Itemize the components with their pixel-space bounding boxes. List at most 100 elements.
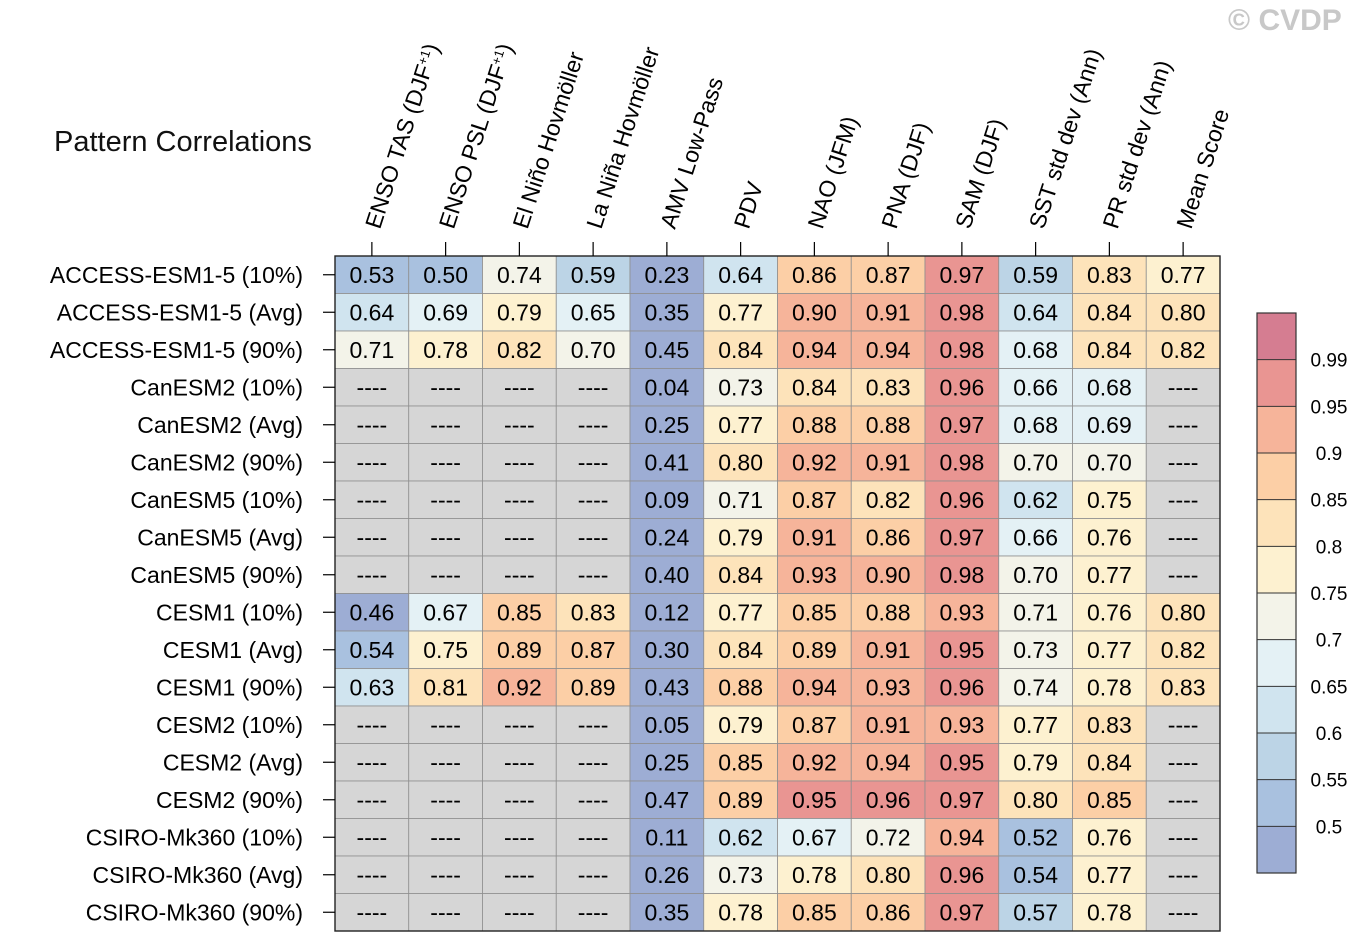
cell-value-label: ---- <box>504 712 535 738</box>
cell-value-label: 0.80 <box>1013 787 1058 813</box>
heatmap-cell <box>998 705 1073 744</box>
heatmap-cell <box>555 593 631 632</box>
cell-value-label: 0.59 <box>1013 262 1058 288</box>
heatmap-cell <box>1072 368 1147 407</box>
heatmap-cell <box>555 330 631 369</box>
cell-value-label: 0.62 <box>718 824 763 850</box>
heatmap-cell <box>998 780 1073 819</box>
cell-value-label: ---- <box>430 524 461 550</box>
cell-value-label: 0.92 <box>792 449 837 475</box>
cell-value-label: 0.93 <box>939 712 984 738</box>
heatmap-cell <box>924 405 1000 444</box>
cell-value-label: 0.76 <box>1087 824 1132 850</box>
cell-value-label: ---- <box>504 524 535 550</box>
heatmap-cell <box>924 818 1000 857</box>
watermark: © CVDP <box>1228 4 1342 37</box>
column-label: PNA (DJF) <box>876 119 935 232</box>
heatmap-cell <box>555 705 631 744</box>
heatmap-cell <box>703 893 778 932</box>
cell-value-label: 0.84 <box>718 337 763 363</box>
row-label: CanESM2 (Avg) <box>137 412 303 438</box>
heatmap-cell <box>998 443 1073 482</box>
cell-value-label: ---- <box>430 824 461 850</box>
cell-value-label: 0.69 <box>423 299 468 325</box>
heatmap-cell <box>1145 480 1221 519</box>
cell-value-label: 0.91 <box>792 524 837 550</box>
chart-title: Pattern Correlations <box>54 126 312 158</box>
heatmap-cell <box>850 443 926 482</box>
cell-value-label: ---- <box>1168 374 1199 400</box>
cell-value-label: ---- <box>1168 712 1199 738</box>
cell-value-label: 0.74 <box>1013 674 1058 700</box>
heatmap-cell <box>1145 855 1221 894</box>
cell-value-label: 0.71 <box>1013 599 1058 625</box>
column-label: SAM (DJF) <box>950 115 1010 231</box>
heatmap-cell <box>334 855 410 894</box>
cell-value-label: 0.96 <box>939 374 984 400</box>
cell-value-label: ---- <box>357 524 388 550</box>
heatmap-cell <box>408 593 483 632</box>
heatmap-cell <box>629 255 705 294</box>
cell-value-label: 0.85 <box>792 899 837 925</box>
colorbar-segment <box>1257 406 1296 453</box>
cell-value-label: 0.86 <box>866 524 911 550</box>
colorbar-segment <box>1257 593 1296 640</box>
heatmap-cell <box>998 255 1073 294</box>
cell-value-label: ---- <box>430 899 461 925</box>
cell-value-label: 0.73 <box>718 862 763 888</box>
heatmap-cell <box>482 780 557 819</box>
cell-value-label: ---- <box>430 412 461 438</box>
column-label: El Niño Hovmöller <box>507 48 589 231</box>
cell-value-label: 0.70 <box>1087 449 1132 475</box>
cell-value-label: ---- <box>578 374 609 400</box>
heatmap-cell <box>1072 593 1147 632</box>
heatmap-cell <box>924 368 1000 407</box>
cell-value-label: ---- <box>1168 749 1199 775</box>
colorbar-segment <box>1257 499 1296 547</box>
colorbar-tick-label: 0.6 <box>1316 724 1342 745</box>
cell-value-label: 0.85 <box>1087 787 1132 813</box>
cell-value-label: 0.95 <box>939 637 984 663</box>
heatmap-cell <box>777 593 852 632</box>
heatmap-cell <box>703 255 778 294</box>
heatmap-cell <box>1145 255 1221 294</box>
cell-value-label: 0.91 <box>866 299 911 325</box>
colorbar-tick-label: 0.99 <box>1311 351 1348 372</box>
cell-value-label: 0.05 <box>644 712 689 738</box>
heatmap-cell <box>998 893 1073 932</box>
heatmap-cell <box>1072 293 1147 332</box>
cell-value-label: 0.82 <box>866 487 911 513</box>
cell-value-label: 0.45 <box>644 337 689 363</box>
cell-value-label: 0.90 <box>792 299 837 325</box>
cell-value-label: 0.96 <box>939 674 984 700</box>
cell-value-label: ---- <box>357 487 388 513</box>
row-label: CESM1 (10%) <box>156 599 303 625</box>
cell-value-label: 0.94 <box>866 749 911 775</box>
row-label: ACCESS-ESM1-5 (Avg) <box>57 299 303 325</box>
heatmap-cell <box>482 668 557 707</box>
heatmap-cell <box>998 743 1073 782</box>
cell-value-label: 0.88 <box>866 412 911 438</box>
heatmap-cell <box>1145 443 1221 482</box>
heatmap-cell <box>924 518 1000 557</box>
heatmap-cell <box>703 330 778 369</box>
cell-value-label: 0.04 <box>644 374 689 400</box>
heatmap-cell <box>629 705 705 744</box>
heatmap-cell <box>1145 293 1221 332</box>
cell-value-label: ---- <box>504 824 535 850</box>
cell-value-label: 0.85 <box>497 599 542 625</box>
cell-value-label: 0.80 <box>1161 299 1206 325</box>
cell-value-label: ---- <box>1168 524 1199 550</box>
cell-value-label: 0.23 <box>644 262 689 288</box>
cell-value-label: 0.77 <box>718 599 763 625</box>
cell-value-label: 0.76 <box>1087 599 1132 625</box>
cell-value-label: 0.11 <box>645 824 688 850</box>
cell-value-label: 0.70 <box>571 337 616 363</box>
cell-value-label: ---- <box>430 562 461 588</box>
heatmap-cell <box>924 330 1000 369</box>
cell-value-label: 0.63 <box>349 674 394 700</box>
cell-value-label: 0.59 <box>571 262 616 288</box>
cell-value-label: ---- <box>504 487 535 513</box>
cell-value-label: 0.84 <box>718 562 763 588</box>
